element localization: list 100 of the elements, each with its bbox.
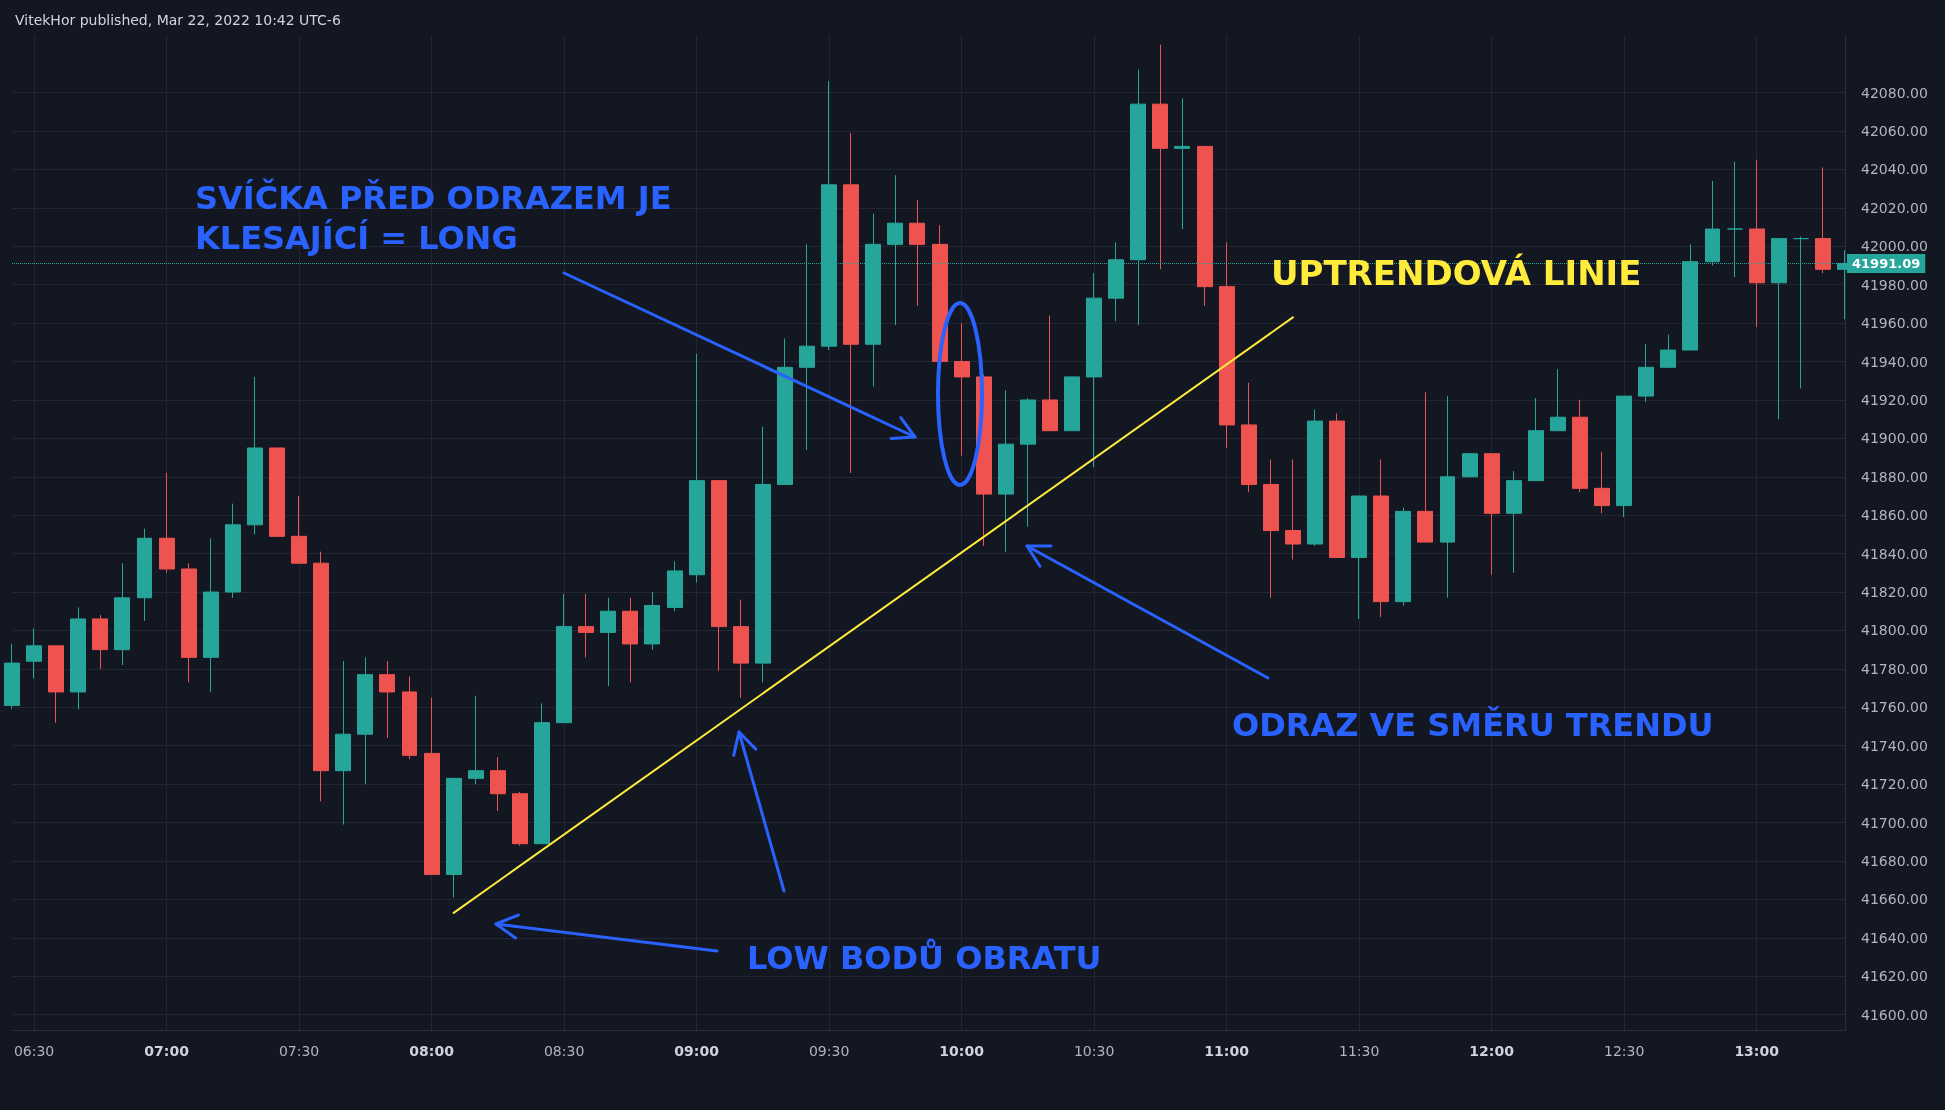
y-tick-label: 41860.00 (1861, 507, 1928, 524)
annotation: SVÍČKA PŘED ODRAZEM JE KLESAJÍCÍ = LONG (195, 178, 672, 257)
x-tick-label: 06:30 (13, 1043, 55, 1059)
candlestick (755, 426, 771, 683)
candlestick (92, 614, 108, 670)
candlestick (357, 656, 373, 785)
candlestick (667, 560, 683, 612)
x-tick-label: 07:00 (144, 1043, 190, 1059)
candlestick (1020, 397, 1036, 528)
candlestick (1417, 391, 1433, 543)
y-tick-label: 41920.00 (1861, 391, 1928, 408)
candlestick (26, 628, 42, 679)
candlestick (954, 322, 970, 457)
x-tick-label: 07:30 (278, 1043, 320, 1059)
candlestick (225, 503, 241, 599)
candlestick (1572, 399, 1588, 493)
candlestick (1285, 459, 1301, 560)
y-tick-label: 41740.00 (1861, 737, 1928, 754)
y-tick-label: 41800.00 (1861, 622, 1928, 639)
x-tick-label: 10:00 (939, 1043, 985, 1059)
y-tick-label: 41760.00 (1861, 699, 1928, 716)
chart-title: VitekHor published, Mar 22, 2022 10:42 UTC-6 (15, 12, 341, 28)
y-tick-label: 41960.00 (1861, 315, 1928, 332)
candlestick (733, 599, 749, 699)
y-tick-label: 41980.00 (1861, 276, 1928, 293)
candlestick (468, 695, 484, 785)
y-tick-label: 41620.00 (1861, 968, 1928, 985)
candlestick (1174, 97, 1190, 230)
x-tick-label: 13:00 (1734, 1043, 1780, 1059)
candlestick (1197, 145, 1213, 307)
candlestick (137, 528, 152, 622)
candlestick (711, 480, 727, 672)
x-tick-label: 12:00 (1469, 1043, 1515, 1059)
y-tick-label: 42020.00 (1861, 199, 1928, 216)
candlestick (534, 702, 550, 845)
candlestick (600, 597, 616, 687)
candlestick (48, 645, 64, 724)
candlestick (4, 643, 20, 710)
candlestick (203, 537, 219, 693)
candlestick (1660, 334, 1676, 368)
x-tick-label: 08:00 (409, 1043, 455, 1059)
y-tick-label: 42040.00 (1861, 161, 1928, 178)
y-tick-label: 41900.00 (1861, 430, 1928, 447)
candlestick (1638, 343, 1654, 403)
candlestick (1351, 495, 1367, 620)
x-tick-label: 11:30 (1338, 1043, 1380, 1059)
ref-line-label: 41991.09 (1852, 255, 1921, 271)
y-tick-label: 42080.00 (1861, 84, 1928, 101)
candlestick (1086, 272, 1102, 468)
candlestick (1815, 167, 1831, 274)
candlestick (512, 791, 528, 847)
y-tick-label: 41840.00 (1861, 545, 1928, 562)
candlestick (1462, 453, 1478, 478)
candlestick (1484, 453, 1500, 576)
candlestick (159, 472, 175, 574)
candlestick (424, 697, 440, 875)
candlestick (291, 495, 307, 564)
y-tick-label: 41680.00 (1861, 852, 1928, 869)
candlestick (114, 562, 130, 666)
y-tick-label: 41700.00 (1861, 814, 1928, 831)
y-tick-label: 42000.00 (1861, 238, 1928, 255)
candlestick (379, 660, 395, 739)
candlestick (1440, 395, 1455, 599)
candlestick (1594, 451, 1610, 514)
candlestick (622, 597, 638, 683)
candlestick (843, 132, 859, 474)
y-tick-label: 41600.00 (1861, 1006, 1928, 1023)
candlestick (247, 376, 263, 535)
candlestick (313, 551, 329, 802)
candlestick (1373, 459, 1389, 618)
y-tick-label: 41640.00 (1861, 929, 1928, 946)
y-tick-label: 41820.00 (1861, 584, 1928, 601)
candlestick (1749, 159, 1765, 328)
y-tick-label: 42060.00 (1861, 123, 1928, 140)
candlestick (1329, 412, 1345, 558)
candlestick (578, 593, 594, 658)
candlestick (1042, 314, 1058, 432)
candlestick (1550, 368, 1566, 432)
candlestick (1616, 395, 1632, 518)
candlestick (490, 756, 506, 812)
x-tick-label: 09:30 (808, 1043, 850, 1059)
candlestick (998, 389, 1014, 553)
candlestick (335, 660, 351, 825)
candlestick (1152, 44, 1168, 270)
candlestick (644, 591, 660, 651)
annotation: LOW BODŮ OBRATU (747, 938, 1102, 977)
y-tick-label: 41660.00 (1861, 891, 1928, 908)
x-tick-label: 09:00 (674, 1043, 720, 1059)
candlestick (689, 353, 705, 583)
candlestick (1241, 382, 1257, 493)
candlestick (1219, 241, 1235, 449)
series-label: UPTRENDOVÁ LINIE (1270, 253, 1642, 294)
y-tick-label: 41780.00 (1861, 660, 1928, 677)
candlestick (1506, 470, 1522, 574)
annotation: ODRAZ VE SMĚRU TRENDU (1232, 706, 1714, 744)
y-tick-label: 41720.00 (1861, 776, 1928, 793)
candlestick (1395, 507, 1411, 606)
x-tick-label: 11:00 (1204, 1043, 1250, 1059)
candlestick (909, 199, 925, 307)
candlestick (1064, 376, 1080, 432)
